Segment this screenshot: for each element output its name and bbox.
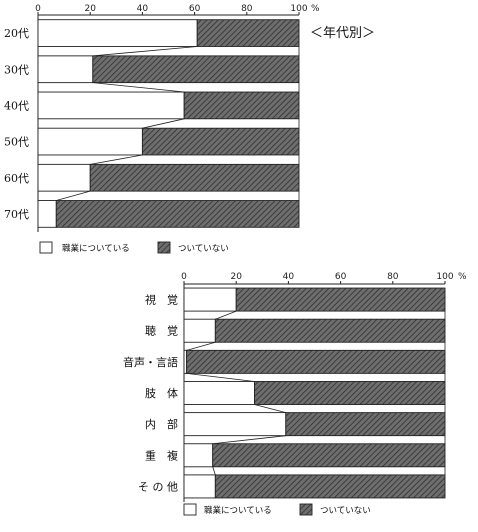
- bar-segment-not-employed: [89, 163, 300, 192]
- x-unit-label: %: [311, 4, 320, 14]
- category-label: そ の 他: [138, 480, 178, 493]
- bar-segment-employed: [37, 200, 57, 228]
- x-tick-label: 60: [335, 272, 347, 282]
- bar-segment-not-employed: [141, 127, 300, 156]
- bar-segment-not-employed: [183, 91, 300, 120]
- category-label: 音声・言語: [123, 355, 178, 369]
- category-label: 視 覚: [145, 293, 178, 307]
- x-unit-label: %: [458, 272, 467, 282]
- x-tick-label: 100: [436, 272, 453, 282]
- category-label: 40代: [4, 99, 29, 112]
- legend-label-employed: 職業についている: [204, 505, 272, 516]
- x-tick-label: 0: [181, 272, 187, 282]
- bar-segment-not-employed: [196, 19, 300, 47]
- category-label: 重 複: [145, 448, 178, 462]
- bar-segment-not-employed: [186, 349, 446, 374]
- bar-segment-employed: [37, 127, 143, 156]
- x-tick-label: 20: [84, 4, 96, 14]
- x-tick-label: 60: [189, 4, 201, 14]
- bar-segment-not-employed: [214, 318, 446, 343]
- x-tick-label: 40: [283, 272, 295, 282]
- connector-line: [215, 310, 237, 320]
- connector-line: [186, 341, 216, 351]
- bar-segment-employed: [183, 474, 216, 499]
- connector-line: [92, 82, 185, 93]
- connector-line: [212, 466, 216, 476]
- x-tick-label: 80: [241, 4, 253, 14]
- category-label: 肢 体: [145, 386, 178, 400]
- x-tick-label: 0: [35, 4, 41, 14]
- x-tick-label: 80: [387, 272, 399, 282]
- category-label: 30代: [4, 63, 29, 76]
- category-label: 60代: [4, 172, 29, 185]
- legend-swatch-not-employed: [299, 503, 313, 516]
- bar-segment-employed: [37, 19, 198, 47]
- bar-segment-employed: [37, 91, 185, 120]
- category-label: 50代: [4, 136, 29, 149]
- bar-segment-not-employed: [212, 443, 446, 468]
- connector-line: [92, 46, 198, 57]
- connector-line: [186, 372, 255, 382]
- bar-segment-not-employed: [55, 200, 300, 228]
- connector-line: [142, 118, 185, 129]
- bar-segment-employed: [37, 55, 94, 84]
- connector-line: [90, 154, 143, 165]
- bar-segment-not-employed: [214, 474, 446, 499]
- connector-line: [56, 190, 91, 201]
- chart-by-age: 0 20 40 60 80 100 % 20代 30代 40代 50代 60代 70代 ＜年代別＞ 職業につ…: [4, 4, 375, 254]
- bar-segment-employed: [183, 287, 237, 312]
- legend-swatch-employed: [183, 503, 197, 516]
- legend-swatch-not-employed: [157, 241, 171, 254]
- legend-label-not-employed: ついていない: [320, 506, 371, 516]
- connector-line: [212, 435, 286, 445]
- bar-segment-not-employed: [235, 287, 446, 312]
- x-tick-label: 20: [230, 272, 242, 282]
- category-label: 内 部: [145, 417, 178, 431]
- chart-by-disability: 0 20 40 60 80 100 % 視 覚聴 覚音声・言語肢 体内 部重 複そ の 他職業…: [123, 272, 467, 516]
- bar-segment-employed: [183, 318, 216, 343]
- bar-segment-not-employed: [254, 381, 446, 405]
- bar-segment-employed: [183, 443, 214, 468]
- connector-line: [254, 404, 286, 414]
- bar-segment-employed: [183, 381, 255, 405]
- category-label: 20代: [4, 27, 29, 40]
- bar-segment-employed: [183, 412, 287, 437]
- bar-segment-employed: [37, 163, 91, 192]
- bar-segment-not-employed: [285, 412, 446, 437]
- bar-segment-not-employed: [92, 55, 300, 84]
- chart-annotation: ＜年代別＞: [310, 26, 375, 41]
- legend-swatch-employed: [39, 241, 53, 254]
- x-tick-label: 40: [137, 4, 149, 14]
- legend-label-not-employed: ついていない: [178, 244, 229, 254]
- legend-label-employed: 職業についている: [62, 243, 130, 254]
- x-tick-label: 100: [290, 4, 307, 14]
- category-label: 70代: [4, 208, 29, 221]
- category-label: 聴 覚: [145, 325, 178, 338]
